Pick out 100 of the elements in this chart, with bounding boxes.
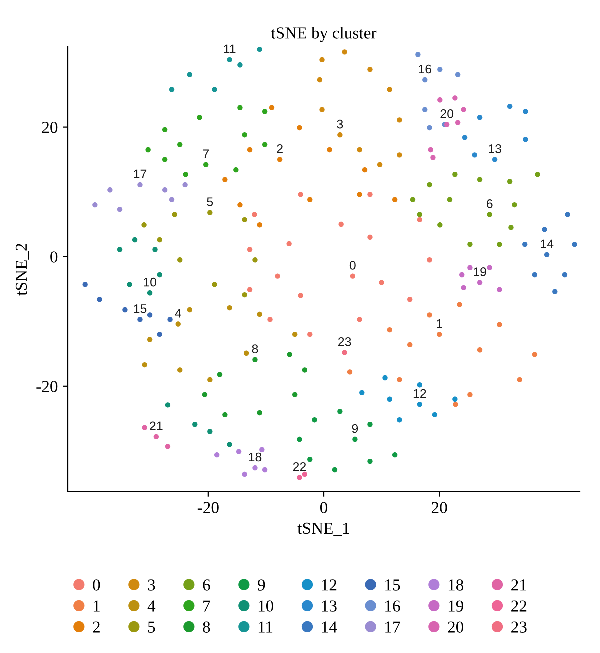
point (410, 197, 416, 202)
text: 20 (440, 110, 454, 118)
point (302, 368, 308, 373)
legend-label: 20 (448, 622, 464, 633)
point (257, 47, 262, 52)
point (453, 402, 458, 408)
point (142, 222, 147, 228)
legend-label: 18 (448, 580, 464, 591)
point (162, 127, 168, 133)
point (308, 197, 313, 202)
point (152, 247, 158, 252)
point (176, 322, 181, 327)
point (416, 52, 421, 58)
point (357, 317, 362, 322)
point (497, 242, 502, 248)
point (368, 458, 373, 464)
point (572, 242, 578, 248)
point (477, 280, 483, 286)
point (292, 332, 298, 338)
point (392, 452, 398, 458)
legend-label: 21 (512, 580, 526, 591)
point (417, 212, 423, 218)
point (408, 297, 413, 302)
point (379, 280, 384, 286)
point (317, 77, 323, 83)
point (368, 192, 373, 198)
point (262, 109, 268, 114)
point (146, 147, 151, 153)
text: 17 (134, 170, 147, 178)
point (382, 375, 388, 381)
point (352, 436, 358, 442)
point (298, 293, 304, 298)
point (417, 382, 423, 388)
text: 1 (437, 320, 442, 328)
point (357, 147, 362, 153)
point (157, 332, 162, 338)
point (327, 147, 332, 153)
point (468, 392, 473, 398)
point (342, 50, 348, 55)
point (162, 157, 168, 162)
text: 9 (352, 424, 358, 434)
point (408, 342, 413, 348)
point (392, 197, 398, 202)
point (222, 177, 228, 182)
point (477, 115, 483, 120)
point (422, 77, 428, 83)
legend-label: 22 (512, 600, 527, 612)
point (297, 475, 302, 480)
point (117, 206, 123, 212)
legend-label: 9 (258, 580, 266, 591)
point (247, 147, 253, 153)
point (487, 212, 492, 218)
point (142, 425, 148, 430)
point (297, 125, 302, 131)
point (438, 67, 443, 72)
point (172, 212, 178, 218)
point (460, 272, 465, 278)
point (347, 370, 353, 375)
text: 11 (224, 44, 236, 54)
legend-label: 4 (148, 600, 156, 612)
point (227, 442, 232, 448)
point (455, 72, 461, 78)
legend-label: 14 (322, 622, 338, 633)
point (522, 242, 528, 248)
text: 23 (277, 120, 344, 154)
point (397, 118, 402, 123)
point (262, 467, 268, 473)
y-tick-label: 0 (50, 252, 58, 263)
point (427, 312, 432, 318)
text: 16 (419, 64, 432, 74)
point (422, 107, 428, 112)
text: 22 (293, 462, 306, 472)
point (204, 162, 209, 168)
point (138, 317, 143, 322)
point (452, 96, 458, 101)
point (552, 289, 558, 294)
point (147, 290, 153, 296)
point (252, 357, 258, 362)
point (247, 247, 253, 252)
point (262, 142, 268, 148)
point (183, 172, 188, 178)
point (238, 202, 243, 208)
point (298, 192, 304, 198)
point (208, 429, 213, 434)
point (234, 167, 239, 173)
point (436, 332, 442, 338)
point (242, 472, 248, 478)
point (238, 105, 243, 110)
text: 0 (350, 261, 356, 270)
point (202, 392, 208, 398)
x-tick-label: 20 (432, 502, 448, 514)
point (138, 182, 143, 188)
point (208, 377, 213, 383)
point (532, 352, 538, 358)
point (260, 447, 265, 452)
point (387, 327, 392, 333)
legend-label: 6 (203, 580, 210, 591)
point (268, 317, 273, 322)
point (147, 312, 153, 318)
point (252, 212, 258, 218)
